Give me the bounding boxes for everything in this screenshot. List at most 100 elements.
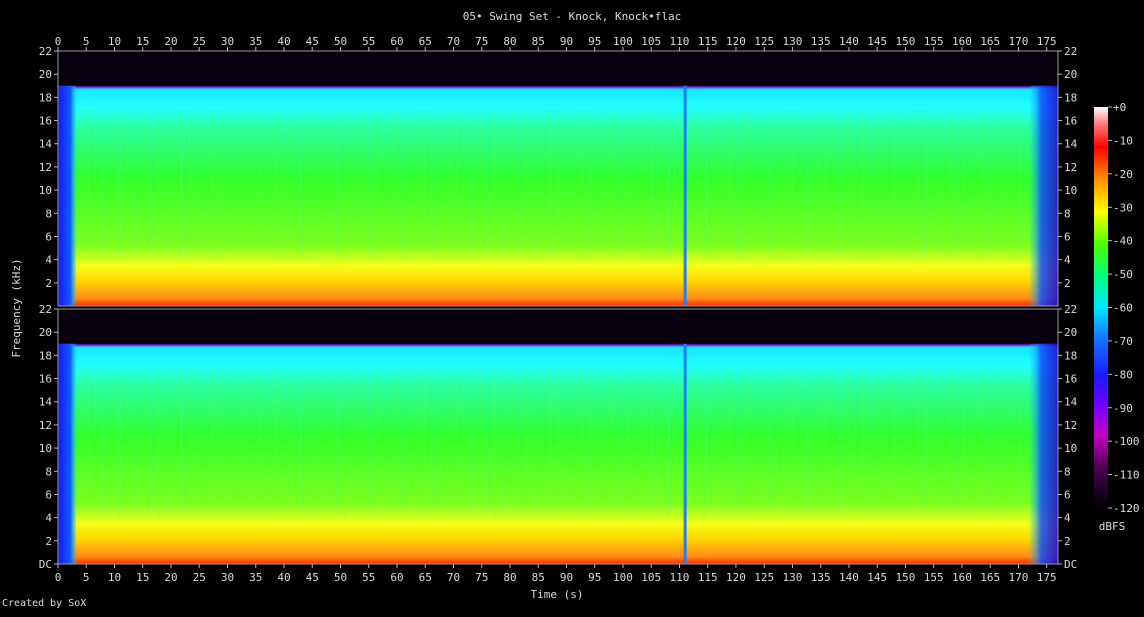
spectrogram-striation — [391, 108, 394, 260]
spectrogram-striation — [525, 108, 528, 260]
spectrogram-striation — [785, 366, 787, 518]
spectrogram-striation — [932, 108, 934, 260]
x-tick-label: 130 — [783, 35, 803, 48]
spectrogram-striation — [180, 108, 183, 260]
spectrogram-striation — [463, 366, 465, 518]
spectrogram-striation — [532, 108, 534, 260]
spectrogram-striation — [140, 366, 142, 518]
spectrogram-striation — [149, 366, 151, 518]
spectrogram-striation — [431, 108, 433, 260]
spectrogram-striation — [822, 366, 824, 518]
spectrogram-striation — [760, 108, 763, 260]
spectrogram-striation — [587, 108, 589, 260]
spectrogram-striation — [368, 108, 371, 260]
spectrogram-striation — [502, 108, 505, 260]
y-tick-label: 6 — [1064, 488, 1071, 501]
spectrogram-striation — [447, 366, 450, 518]
spectrogram-striation — [730, 108, 732, 260]
spectrogram-striation — [103, 108, 105, 260]
spectrogram-striation — [1018, 366, 1021, 518]
spectrogram-striation — [902, 108, 905, 260]
x-tick-label: 45 — [306, 571, 319, 584]
spectrogram-striation — [493, 366, 496, 518]
spectrogram-striation — [518, 366, 520, 518]
y-tick-label: 6 — [45, 488, 52, 501]
x-tick-label: 125 — [754, 571, 774, 584]
spectrogram-striation — [916, 108, 919, 260]
spectrogram-striation — [541, 366, 543, 518]
y-tick-label: 2 — [45, 277, 52, 290]
colorbar-tick-label: -50 — [1113, 268, 1133, 281]
spectrogram-striation — [674, 108, 676, 260]
spectrogram-striation — [189, 108, 192, 260]
spectrogram-striation — [979, 108, 981, 260]
x-axis-top: 0 5 10 15 20 25 30 35 40 45 50 55 60 65 70 75 80 85 90 95 10… — [55, 35, 1057, 51]
spectrogram-striation — [110, 108, 113, 260]
spectrogram-striation — [940, 108, 943, 260]
y-tick-label: 12 — [1064, 419, 1077, 432]
spectrogram-striation — [361, 366, 363, 518]
spectrogram-striation — [313, 108, 316, 260]
spectrogram-striation — [189, 366, 192, 518]
spectrogram-striation — [103, 366, 105, 518]
y-tick-label: 12 — [39, 161, 52, 174]
colorbar-tick-label: -60 — [1113, 302, 1133, 315]
spectrogram-striation — [198, 366, 201, 518]
spectrogram-striation — [237, 108, 239, 260]
spectrogram-striation — [589, 366, 592, 518]
x-tick-label: 150 — [896, 35, 916, 48]
spectrogram-striation — [119, 108, 122, 260]
spectrogram-striation — [198, 108, 201, 260]
x-tick-label: 95 — [588, 571, 601, 584]
spectrogram-striation — [377, 366, 380, 518]
x-tick-label: 175 — [1037, 35, 1057, 48]
x-tick-label: 25 — [193, 571, 206, 584]
spectrogram-striation — [322, 366, 325, 518]
spectrogram-striation — [940, 366, 943, 518]
spectrogram-striation — [509, 108, 511, 260]
spectrogram-striation — [94, 108, 96, 260]
spectrogram-striation — [267, 366, 270, 518]
spectrogram-striation — [949, 108, 952, 260]
colorbar: +0 -10 -20 -30 -40 -50 -60 -70 -80 -90 -100 -110 -12… — [1094, 101, 1140, 533]
spectrogram-striation — [338, 108, 340, 260]
spectrogram-striation — [674, 366, 676, 518]
spectrogram-cutoff-band — [58, 51, 1058, 86]
spectrogram-striation — [721, 108, 723, 260]
spectrogram-striation — [432, 108, 435, 260]
y-tick-label: 16 — [39, 373, 52, 386]
x-tick-label: 15 — [136, 571, 149, 584]
spectrogram-striation — [737, 108, 740, 260]
spectrogram-striation — [541, 108, 543, 260]
spectrogram-striation — [854, 108, 856, 260]
x-tick-label: 105 — [641, 571, 661, 584]
spectrogram-striation — [767, 366, 769, 518]
spectrogram-striation — [612, 108, 615, 260]
spectrogram-striation — [847, 108, 850, 260]
spectrogram-striation — [235, 366, 238, 518]
spectrogram-striation — [806, 366, 809, 518]
spectrogram-striation — [221, 366, 224, 518]
spectrogram-striation — [1020, 366, 1022, 518]
spectrogram-striation — [322, 108, 325, 260]
spectrogram-striation — [165, 108, 168, 260]
spectrogram-striation — [564, 108, 566, 260]
spectrogram-striation — [744, 366, 746, 518]
spectrogram-striation — [838, 366, 841, 518]
y-tick-label: 22 — [1064, 303, 1077, 316]
spectrogram-striation — [619, 108, 621, 260]
spectrogram-striation — [158, 366, 160, 518]
spectrogram-fade-in — [58, 85, 77, 306]
spectrogram-striation — [886, 366, 888, 518]
spectrogram-striation — [142, 366, 145, 518]
x-tick-label: 70 — [447, 571, 460, 584]
spectrogram-striation — [863, 366, 865, 518]
spectrogram-striation — [101, 366, 104, 518]
spectrogram-striation — [140, 108, 142, 260]
footer-credit: Created by SoX — [2, 598, 87, 609]
chart-title: 05• Swing Set - Knock, Knock•flac — [463, 10, 682, 23]
spectrogram-striation — [416, 108, 418, 260]
x-tick-label: 55 — [362, 571, 375, 584]
spectrogram-striation — [149, 108, 151, 260]
colorbar-tick-label: -100 — [1113, 435, 1140, 448]
